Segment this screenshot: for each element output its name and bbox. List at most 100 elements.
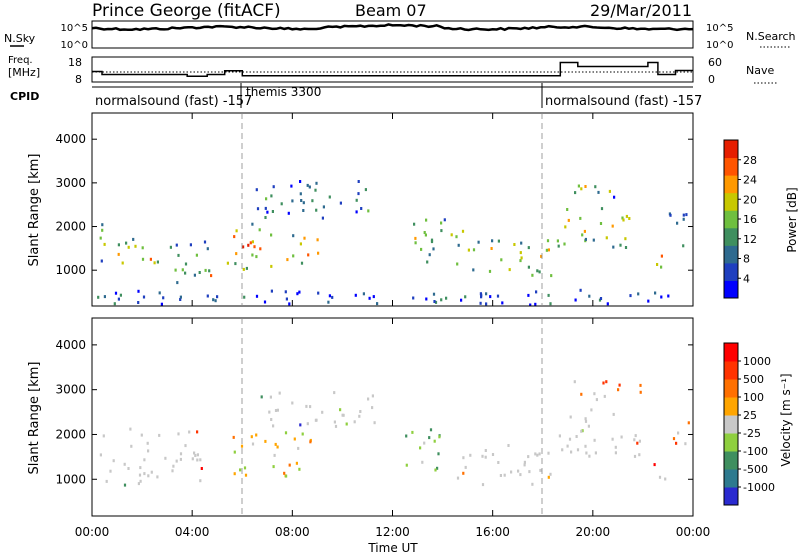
cpid-segment-3: normalsound (fast) -157	[545, 94, 702, 109]
range-gate-cell	[592, 238, 595, 242]
range-gate-cell	[290, 184, 293, 188]
cpid-label: CPID	[10, 90, 39, 103]
range-gate-cell	[672, 437, 676, 441]
range-gate-cell	[284, 431, 288, 435]
range-gate-cell	[574, 191, 577, 195]
range-gate-cell	[195, 253, 198, 257]
range-gate-cell	[273, 453, 276, 457]
range-gate-cell	[360, 207, 363, 210]
range-gate-cell	[519, 251, 522, 255]
range-gate-cell	[130, 444, 133, 448]
range-gate-cell	[424, 233, 427, 237]
range-gate-cell	[354, 293, 357, 297]
range-gate-cell	[362, 292, 365, 296]
range-gate-cell	[143, 472, 146, 476]
range-gate-cell	[162, 296, 165, 300]
range-gate-cell	[660, 295, 663, 299]
range-gate-cell	[171, 469, 174, 473]
range-gate-cell	[629, 294, 632, 298]
range-gate-cell	[434, 300, 438, 304]
range-gate-cell	[206, 247, 209, 251]
range-gate-cell	[345, 422, 348, 426]
range-gate-cell	[536, 453, 539, 457]
range-gate-cell	[429, 428, 433, 432]
range-gate-cell	[430, 240, 434, 244]
cpid-row: CPID normalsound (fast) -157 themis 3300…	[10, 83, 702, 109]
range-gate-cell	[206, 294, 209, 298]
range-gate-cell	[574, 298, 577, 302]
range-gate-cell	[315, 181, 318, 185]
range-gate-cell	[637, 292, 640, 296]
range-gate-cell	[547, 293, 550, 297]
range-gate-cell	[433, 300, 436, 303]
range-gate-cell	[603, 394, 606, 398]
range-gate-cell	[485, 292, 488, 296]
range-gate-cell	[357, 180, 360, 183]
range-gate-cell	[579, 216, 582, 220]
range-gate-cell	[517, 469, 520, 473]
power-heatmap-cells	[97, 180, 688, 307]
range-gate-cell	[682, 244, 685, 248]
range-gate-cell	[584, 237, 587, 241]
range-gate-cell	[141, 257, 145, 261]
range-gate-cell	[621, 216, 624, 220]
colorbar-tick-label: -25	[743, 427, 761, 440]
range-gate-cell	[523, 463, 526, 467]
range-gate-cell	[660, 254, 663, 258]
freq-left-tick-bottom: 8	[75, 73, 82, 86]
range-gate-cell	[593, 438, 596, 442]
range-gate-cell	[527, 293, 530, 297]
range-gate-cell	[235, 229, 238, 233]
range-gate-cell	[676, 221, 679, 225]
range-gate-cell	[271, 210, 274, 213]
range-gate-cell	[527, 265, 530, 269]
range-gate-cell	[333, 391, 336, 395]
range-gate-cell	[299, 192, 302, 196]
range-gate-cell	[283, 471, 286, 475]
time-x-axis: 00:00 04:00 08:00 12:00 16:00 20:00 00:00	[75, 113, 710, 539]
range-gate-cell	[445, 296, 448, 300]
range-gate-cell	[462, 456, 465, 460]
range-gate-cell	[566, 444, 569, 448]
range-gate-cell	[315, 418, 318, 422]
range-gate-cell	[251, 240, 254, 244]
range-gate-cell	[639, 383, 642, 387]
range-gate-cell	[529, 303, 532, 307]
range-gate-cell	[685, 213, 688, 217]
range-gate-cell	[156, 260, 159, 264]
velocity-panel: 1000 2000 3000 4000 00:00 04:00 08:00 12:00 16:…	[27, 113, 793, 554]
range-gate-cell	[303, 236, 306, 240]
range-gate-cell	[599, 297, 603, 300]
range-gate-cell	[129, 427, 132, 431]
range-gate-cell	[280, 202, 283, 206]
range-gate-cell	[169, 245, 172, 249]
range-gate-cell	[160, 302, 163, 306]
colorbar-tick-label: -1000	[743, 481, 775, 494]
range-gate-cell	[479, 292, 482, 296]
range-gate-cell	[588, 454, 591, 458]
range-gate-cell	[302, 201, 305, 205]
range-gate-cell	[139, 466, 142, 470]
range-gate-cell	[250, 435, 253, 439]
range-gate-cell	[428, 436, 431, 440]
range-gate-cell	[437, 452, 440, 456]
range-gate-cell	[269, 395, 272, 399]
range-gate-cell	[528, 470, 531, 474]
range-gate-cell	[549, 302, 552, 306]
range-gate-cell	[575, 435, 578, 438]
range-gate-cell	[264, 216, 267, 219]
range-gate-cell	[536, 269, 539, 273]
colorbar-tick-label: 28	[743, 154, 757, 167]
range-gate-cell	[285, 297, 288, 301]
range-gate-cell	[242, 267, 245, 271]
range-gate-cell	[540, 254, 543, 258]
range-gate-cell	[500, 258, 503, 262]
range-gate-cell	[624, 246, 628, 249]
range-gate-cell	[327, 300, 330, 304]
range-gate-cell	[263, 300, 267, 304]
range-gate-cell	[102, 434, 105, 438]
range-gate-cell	[638, 453, 641, 457]
colorbar-tick-label: 500	[743, 373, 764, 386]
range-gate-cell	[243, 466, 247, 470]
range-gate-cell	[467, 248, 470, 252]
